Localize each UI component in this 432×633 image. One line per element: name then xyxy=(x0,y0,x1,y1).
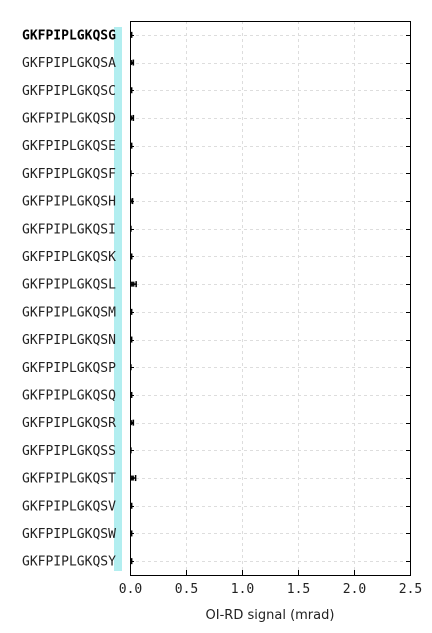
x-tick-label: 0.0 xyxy=(119,582,142,597)
highlight-layer xyxy=(114,27,122,571)
category-label: GKFPIPLGKQSS xyxy=(22,444,116,459)
grid xyxy=(130,21,411,575)
ticks: 0.0 0.5 1.0 1.5 2.0 2.5 xyxy=(119,35,422,597)
category-label: GKFPIPLGKQSP xyxy=(22,361,116,376)
x-tick-label: 1.5 xyxy=(287,582,310,597)
category-label: GKFPIPLGKQSM xyxy=(22,305,116,320)
category-label: GKFPIPLGKQSL xyxy=(22,278,116,293)
category-labels: GKFPIPLGKQSG GKFPIPLGKQSA GKFPIPLGKQSC GKFP… xyxy=(22,28,116,569)
plot-frame xyxy=(130,21,411,576)
category-label: GKFPIPLGKQSV xyxy=(22,499,116,514)
category-label: GKFPIPLGKQSR xyxy=(22,416,116,431)
category-label: GKFPIPLGKQSQ xyxy=(22,388,116,403)
x-axis-title: OI-RD signal (mrad) xyxy=(206,608,335,623)
x-tick-label: 2.0 xyxy=(343,582,366,597)
x-tick-label: 0.5 xyxy=(175,582,198,597)
category-label: GKFPIPLGKQSN xyxy=(22,333,116,348)
category-label: GKFPIPLGKQSF xyxy=(22,167,116,182)
category-label: GKFPIPLGKQSY xyxy=(22,555,116,570)
category-label: GKFPIPLGKQSE xyxy=(22,139,116,154)
category-label: GKFPIPLGKQSH xyxy=(22,195,116,210)
x-tick-label: 2.5 xyxy=(399,582,422,597)
highlight-band xyxy=(114,27,122,571)
category-label: GKFPIPLGKQSA xyxy=(22,56,116,71)
category-label: GKFPIPLGKQSI xyxy=(22,222,116,237)
category-label: GKFPIPLGKQSK xyxy=(22,250,116,265)
x-tick-label: 1.0 xyxy=(231,582,254,597)
category-label: GKFPIPLGKQSW xyxy=(22,527,116,542)
category-label: GKFPIPLGKQSG xyxy=(22,28,116,43)
category-label: GKFPIPLGKQSC xyxy=(22,84,116,99)
category-label: GKFPIPLGKQST xyxy=(22,472,116,487)
category-label: GKFPIPLGKQSD xyxy=(22,111,116,126)
